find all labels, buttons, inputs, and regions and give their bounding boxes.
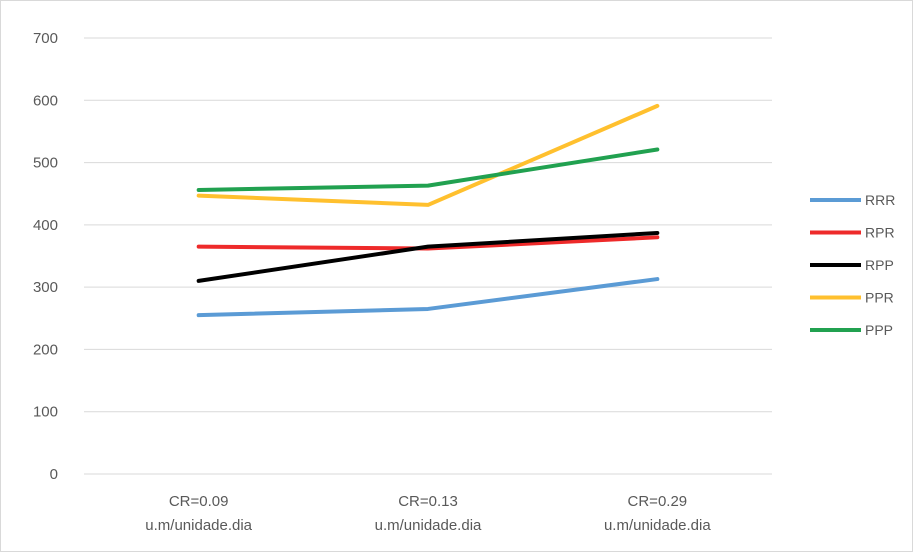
x-tick-label: u.m/unidade.dia — [604, 517, 711, 534]
series-line-rrr — [196, 277, 660, 318]
series-line-ppp — [196, 147, 660, 192]
series-line-ppr — [196, 103, 660, 207]
y-tick-label: 700 — [33, 30, 58, 47]
y-tick-label: 200 — [33, 341, 58, 358]
y-tick-label: 600 — [33, 92, 58, 109]
legend-label-rrr: RRR — [865, 192, 895, 208]
y-axis: 0 100 200 300 400 500 600 700 — [33, 30, 58, 483]
y-tick-label: 0 — [50, 466, 58, 483]
y-tick-label: 300 — [33, 279, 58, 296]
legend-label-ppr: PPR — [865, 290, 894, 306]
legend-label-ppp: PPP — [865, 322, 893, 338]
x-tick-label: CR=0.13 — [398, 493, 458, 510]
x-tick-label: CR=0.09 — [169, 493, 229, 510]
y-tick-label: 400 — [33, 217, 58, 234]
y-tick-label: 100 — [33, 404, 58, 421]
x-tick-label: u.m/unidade.dia — [375, 517, 482, 534]
legend-label-rpp: RPP — [865, 257, 894, 273]
series-line-rpp — [196, 230, 660, 283]
legend-label-rpr: RPR — [865, 225, 895, 241]
y-tick-label: 500 — [33, 155, 58, 172]
x-axis: CR=0.09 u.m/unidade.dia CR=0.13 u.m/unidade… — [145, 493, 711, 534]
x-tick-label: CR=0.29 — [628, 493, 688, 510]
legend: RRR RPR RPP PPR PPP — [810, 192, 895, 338]
gridlines — [84, 37, 772, 475]
x-tick-label: u.m/unidade.dia — [145, 517, 252, 534]
series-lines — [196, 103, 660, 318]
